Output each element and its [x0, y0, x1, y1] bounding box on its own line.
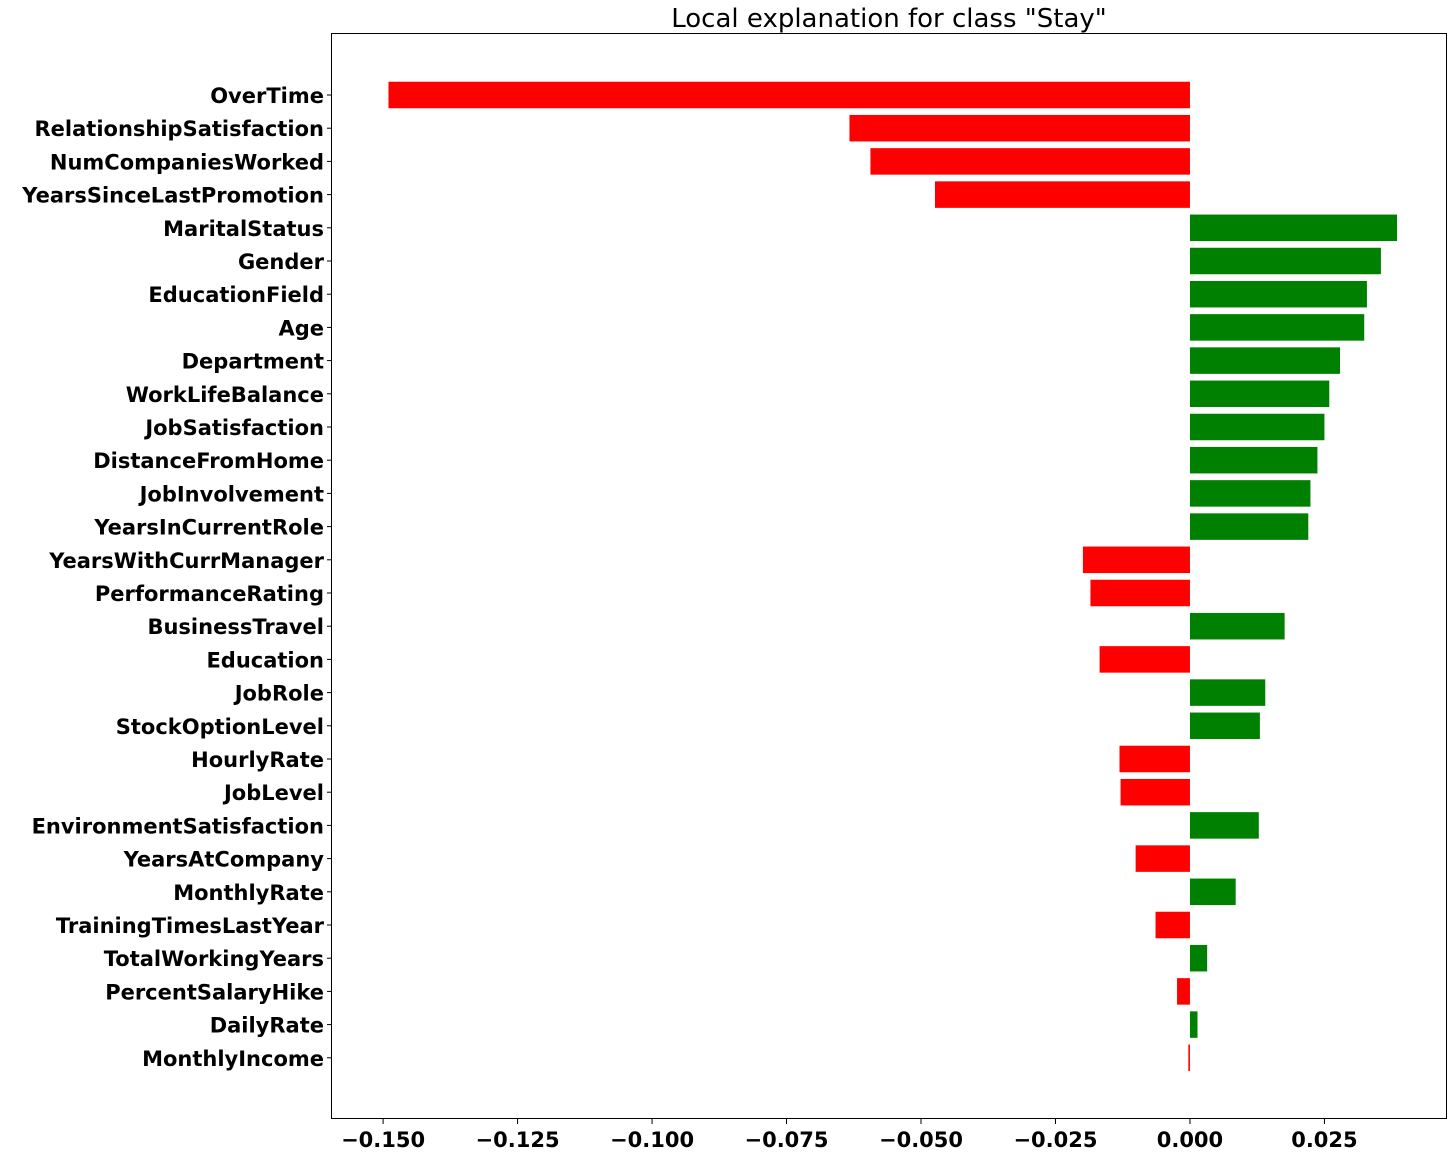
- y-tick-label: Department: [182, 350, 324, 374]
- y-tick-label: JobInvolvement: [138, 482, 324, 506]
- bar: [1189, 1011, 1198, 1038]
- y-tick-label: EnvironmentSatisfaction: [32, 814, 324, 838]
- bar: [934, 181, 1190, 208]
- y-tick-label: EducationField: [148, 283, 324, 307]
- bar: [849, 114, 1190, 142]
- y-tick-label: OverTime: [210, 84, 324, 108]
- y-tick-label: MonthlyIncome: [142, 1047, 324, 1071]
- bar: [1189, 314, 1365, 341]
- bar: [1189, 612, 1285, 640]
- y-tick-label: DailyRate: [210, 1014, 324, 1038]
- y-tick-label: DistanceFromHome: [93, 449, 324, 473]
- y-tick-label: Gender: [238, 250, 325, 274]
- bar: [1099, 646, 1190, 673]
- bar: [1189, 944, 1208, 972]
- bar: [1189, 247, 1381, 275]
- bar: [1155, 911, 1190, 939]
- y-tick-label: JobSatisfaction: [143, 416, 324, 440]
- bar: [870, 148, 1190, 175]
- x-tick-label: −0.150: [341, 1128, 425, 1152]
- y-tick-label: Age: [278, 316, 324, 340]
- y-tick-label: JobLevel: [222, 781, 324, 805]
- y-tick-label: YearsAtCompany: [123, 848, 325, 872]
- y-tick-label: RelationshipSatisfaction: [35, 117, 324, 141]
- chart-title: Local explanation for class "Stay": [671, 4, 1106, 34]
- plot-frame: [331, 33, 1447, 1119]
- bar: [1189, 446, 1318, 474]
- y-tick-label: YearsSinceLastPromotion: [21, 184, 324, 208]
- bar: [1135, 845, 1190, 872]
- bar: [1177, 978, 1190, 1005]
- y-tick-label: PercentSalaryHike: [105, 980, 324, 1004]
- bar: [1189, 513, 1309, 540]
- bar: [1189, 413, 1325, 441]
- x-tick-label: 0.000: [1157, 1128, 1223, 1152]
- x-tick-label: 0.025: [1291, 1128, 1357, 1152]
- bar: [1189, 480, 1311, 507]
- bar: [1090, 579, 1190, 607]
- bar: [1120, 778, 1190, 806]
- bar: [388, 81, 1190, 109]
- x-tick-label: −0.025: [1013, 1128, 1097, 1152]
- bar: [1189, 878, 1236, 906]
- y-tick-label: WorkLifeBalance: [126, 383, 324, 407]
- bar: [1189, 812, 1259, 839]
- x-tick-label: −0.050: [879, 1128, 963, 1152]
- y-tick-label: BusinessTravel: [147, 615, 324, 639]
- y-tick-label: HourlyRate: [191, 748, 324, 772]
- y-tick-labels: OverTime RelationshipSatisfaction NumCompa…: [21, 84, 332, 1071]
- y-tick-label: YearsInCurrentRole: [93, 516, 324, 540]
- y-tick-label: MaritalStatus: [163, 217, 324, 241]
- bar: [1082, 546, 1190, 574]
- bars: [388, 81, 1398, 1072]
- bar: [1188, 1044, 1190, 1072]
- bar: [1119, 745, 1190, 773]
- bar: [1189, 380, 1330, 408]
- bar: [1189, 712, 1260, 740]
- bar: [1189, 214, 1398, 242]
- y-tick-label: StockOptionLevel: [116, 715, 324, 739]
- x-tick-label: −0.075: [745, 1128, 829, 1152]
- y-tick-label: TrainingTimesLastYear: [56, 914, 325, 938]
- x-tick-label: −0.125: [476, 1128, 560, 1152]
- bar: [1189, 679, 1266, 706]
- bar: [1189, 347, 1341, 374]
- y-tick-label: MonthlyRate: [173, 881, 324, 905]
- y-tick-label: JobRole: [233, 682, 324, 706]
- y-tick-label: PerformanceRating: [95, 582, 324, 606]
- y-tick-label: NumCompaniesWorked: [50, 150, 324, 174]
- bar: [1189, 280, 1367, 308]
- x-ticks: −0.150 −0.125 −0.100 −0.075 −0.050 −0.025 0.00…: [341, 1118, 1358, 1152]
- y-tick-label: Education: [206, 648, 324, 672]
- x-tick-label: −0.100: [610, 1128, 694, 1152]
- y-tick-label: TotalWorkingYears: [104, 947, 324, 971]
- y-tick-label: YearsWithCurrManager: [48, 549, 324, 573]
